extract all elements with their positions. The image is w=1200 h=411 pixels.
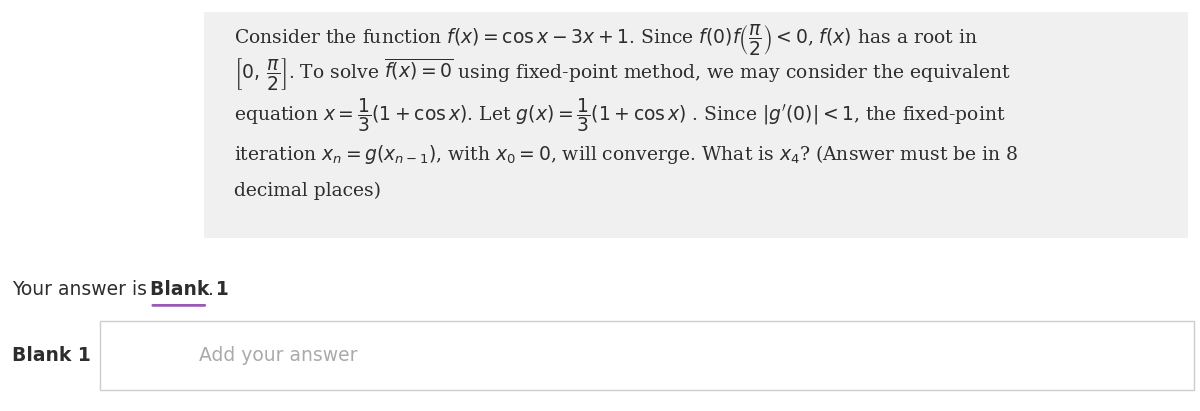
Text: Blank 1: Blank 1 xyxy=(12,346,91,365)
Text: .: . xyxy=(208,280,214,299)
Text: $\left[0,\, \dfrac{\pi}{2}\right]$. To solve $\overline{f(x) = 0}$ using fixed-p: $\left[0,\, \dfrac{\pi}{2}\right]$. To s… xyxy=(234,56,1010,92)
Text: equation $x = \dfrac{1}{3}(1 + \cos x)$. Let $g(x) = \dfrac{1}{3}(1 + \cos x)$ .: equation $x = \dfrac{1}{3}(1 + \cos x)$.… xyxy=(234,96,1006,134)
Text: Add your answer: Add your answer xyxy=(199,346,358,365)
Text: Your answer is: Your answer is xyxy=(12,280,154,299)
Text: Blank 1: Blank 1 xyxy=(150,280,229,299)
Text: Consider the function $f(x) = \cos x - 3x + 1$. Since $f(0)f\left(\dfrac{\pi}{2}: Consider the function $f(x) = \cos x - 3… xyxy=(234,21,978,57)
Text: decimal places): decimal places) xyxy=(234,182,382,200)
Text: iteration $x_n = g(x_{n-1})$, with $x_0 = 0$, will converge. What is $x_4$? (Ans: iteration $x_n = g(x_{n-1})$, with $x_0 … xyxy=(234,143,1019,166)
